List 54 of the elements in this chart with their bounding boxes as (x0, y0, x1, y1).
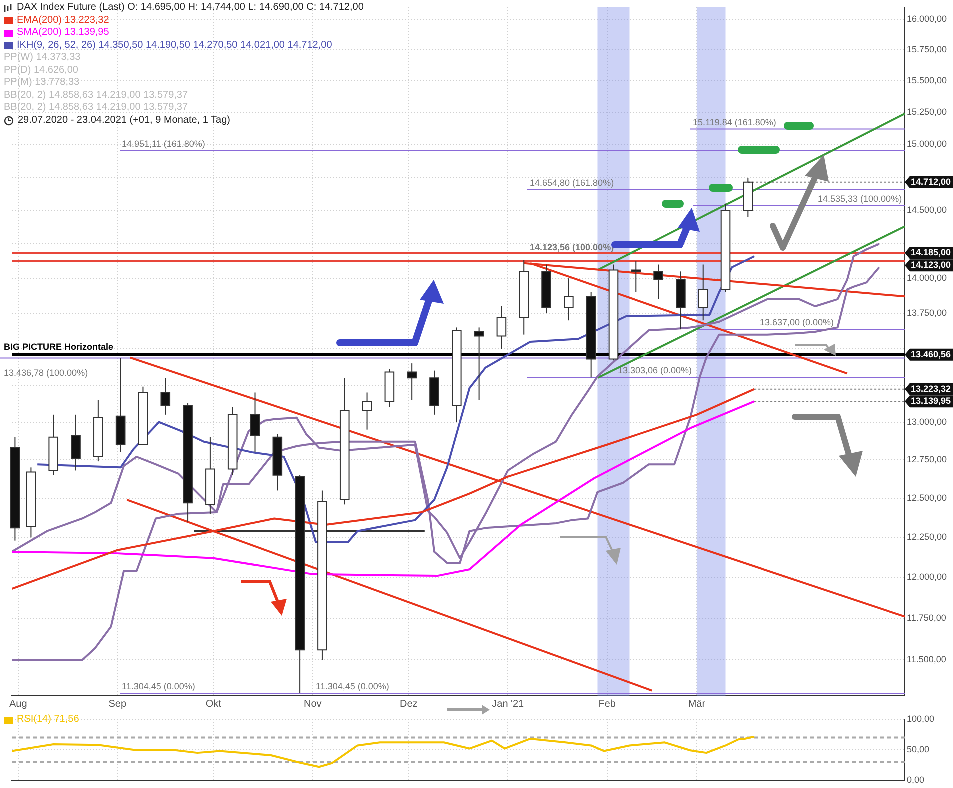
x-tick-label: Nov (304, 698, 322, 710)
y-tick-label: 0,00 (907, 775, 925, 786)
y-tick-label: 13.000,00 (907, 416, 948, 427)
y-tick-label: 100,00 (907, 714, 935, 724)
annotation: BB(20, 2) 14.858,63 14.219,00 13.579,37 (4, 90, 188, 102)
annotation: 13.139,95 (911, 396, 952, 406)
ref-line-label: 14.535,33 (100.00%) (818, 194, 902, 204)
annotation: 13.460,56 (911, 349, 952, 360)
annotation: PP(D) 14.626,00 (4, 64, 78, 77)
x-tick-label: Mär (688, 698, 706, 710)
annotation: BB(20, 2) 14.858,63 14.219,00 13.579,37 (4, 102, 188, 114)
legend-label: RSI(14) 71,56 (17, 714, 80, 726)
x-tick-label: Aug (10, 698, 28, 710)
ref-line-label: BIG PICTURE Horizontale (4, 342, 114, 352)
y-tick-label: 12.500,00 (907, 492, 948, 503)
legend-label: EMA(200) 13.223,32 (17, 14, 110, 27)
y-tick-label: 16.000,00 (907, 14, 948, 24)
legend-label: SMA(200) 13.139,95 (17, 27, 110, 40)
x-tick-label: Dez (400, 698, 418, 710)
y-tick-label: 11.750,00 (907, 613, 946, 623)
y-tick-label: 12.250,00 (907, 532, 948, 542)
y-tick-label: 15.000,00 (907, 139, 948, 150)
annotation: 14.185,00 (911, 248, 952, 258)
y-tick-label: 14.500,00 (907, 204, 948, 215)
y-tick-label: 11.500,00 (907, 654, 946, 665)
y-tick-label: 15.750,00 (907, 44, 948, 55)
annotation: 14.712,00 (911, 176, 952, 187)
x-tick-label: Feb (598, 698, 616, 710)
y-tick-label: 15.250,00 (907, 107, 948, 118)
annotation: 13.223,32 (911, 384, 952, 394)
annotation: PP(M) 13.778,33 (4, 77, 80, 90)
ref-line-label: 15.119,84 (161.80%) (693, 117, 776, 128)
y-tick-label: 15.500,00 (907, 76, 948, 86)
x-tick-label: Sep (108, 698, 127, 710)
text: 29.07.2020 - 23.04.2021 (+01, 9 Monate, 1 Tag) (18, 114, 230, 127)
y-tick-label: 13.750,00 (907, 308, 948, 318)
y-tick-label: 12.000,00 (907, 572, 948, 582)
ref-line-label: 14.951,11 (161.80%) (122, 139, 206, 150)
ref-line-label: 14.654,80 (161.80%) (530, 178, 614, 188)
x-tick-label: Okt (206, 698, 222, 710)
legend-label: IKH(9, 26, 52, 26) 14.350,50 14.190,50 14.270,50 14.021,00 14.712,00 (17, 40, 332, 52)
ref-line-label: 13.303,06 (0.00%) (618, 366, 692, 376)
annotation: 14.123,00 (911, 260, 952, 270)
ref-line-label: 13.436,78 (100.00%) (4, 368, 88, 378)
ref-line-label: 14.123,56 (100.00%) (530, 242, 614, 253)
ref-line-label: 13.637,00 (0.00%) (760, 318, 834, 328)
y-tick-label: 12.750,00 (907, 454, 948, 465)
y-tick-label: 14.000,00 (907, 273, 948, 284)
ref-line-label: 11.304,45 (0.00%) (122, 682, 196, 692)
y-tick-label: 50,00 (907, 744, 930, 754)
x-tick-label: Jan '21 (492, 698, 525, 710)
annotation: PP(W) 14.373,33 (4, 52, 81, 64)
chart-title: DAX Index Future (Last) O: 14.695,00 H: 14.744,00 L: 14.690,00 C: 14.712,00 (17, 2, 364, 14)
ref-line-label: 11.304,45 (0.00%) (316, 682, 390, 692)
